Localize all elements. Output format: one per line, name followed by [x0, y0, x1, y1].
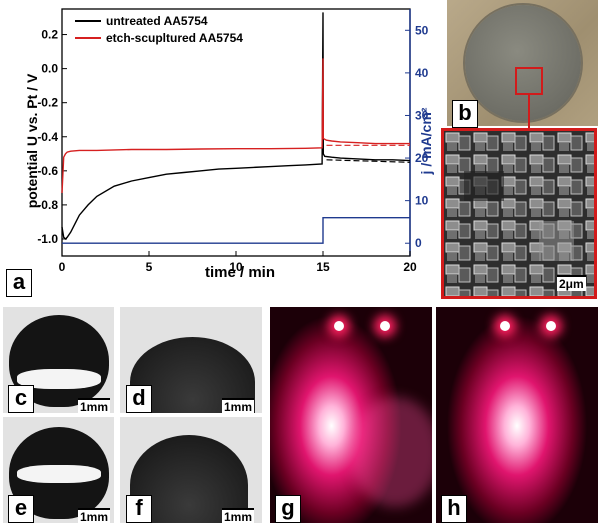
zoom-connector-line	[528, 93, 530, 131]
potential-chart: 0 5 10 15 200.20.0-0.2-0.4-0.6-0.8-1.0 010203…	[37, 8, 429, 274]
y-right-tick-label-0: 0	[415, 236, 422, 250]
legend-swatch-untreated	[75, 19, 101, 22]
zoom-region-marker	[515, 67, 543, 95]
y-left-tick-label-3: -0.4	[37, 130, 58, 144]
x-tick-label-1: 5	[146, 260, 153, 274]
x-axis-label: time / min	[205, 264, 276, 281]
series-line-1	[61, 58, 410, 194]
panel-label-e: e	[8, 495, 34, 523]
laser-panel-h	[436, 307, 598, 523]
laser-g-source-1	[334, 321, 344, 331]
scalebar-f: 1mm	[222, 508, 255, 524]
y-right-tick-label-4: 40	[415, 66, 429, 80]
chart-legend: untreated AA5754 etch-scupltured AA5754	[75, 12, 243, 46]
y-right-tick-label-3: 30	[415, 108, 429, 122]
droplet-panel-c	[3, 307, 114, 413]
sem-scalebar: 2μm	[557, 275, 586, 291]
legend-label-untreated: untreated AA5754	[106, 13, 208, 28]
sample-photo	[447, 0, 598, 126]
y-right-tick-label-5: 50	[415, 23, 429, 37]
panel-label-f: f	[126, 495, 152, 523]
panel-label-b: b	[452, 100, 478, 128]
y-left-tick-label-2: -0.2	[37, 96, 58, 110]
legend-label-etched: etch-scupltured AA5754	[106, 30, 243, 45]
y-axis-label-left: potential U vs. Pt / V	[24, 73, 40, 209]
plot-frame	[61, 8, 411, 257]
laser-h-source-1	[500, 321, 510, 331]
dashed-extrapolation-0	[326, 159, 411, 163]
laser-h-source-2	[546, 321, 556, 331]
scalebar-c: 1mm	[78, 398, 111, 414]
y-left-tick-label-1: 0.0	[41, 62, 58, 76]
droplet-c-highlight	[17, 369, 101, 389]
y-left-tick-label-4: -0.6	[37, 164, 58, 178]
x-tick-label-4: 20	[403, 260, 417, 274]
series-line-0	[61, 12, 411, 240]
scalebar-d: 1mm	[222, 398, 255, 414]
droplet-panel-d	[120, 307, 262, 413]
laser-g-source-2	[380, 321, 390, 331]
sem-image-frame: 2μm	[441, 128, 597, 299]
scalebar-e: 1mm	[78, 508, 111, 524]
y-right-tick-label-2: 20	[415, 151, 429, 165]
series-line-2	[62, 216, 410, 244]
laser-g-glow-2	[350, 397, 432, 507]
panel-label-c: c	[8, 385, 34, 413]
laser-panel-g	[270, 307, 432, 523]
y-left-tick-label-0: 0.2	[41, 28, 58, 42]
y-axis-label-right: j / mA/cm²	[418, 107, 434, 175]
y-left-tick-label-6: -1.0	[37, 232, 58, 246]
panel-label-d: d	[126, 385, 152, 413]
legend-swatch-etched	[75, 36, 101, 39]
x-tick-label-0: 0	[59, 260, 66, 274]
panel-label-h: h	[441, 495, 467, 523]
x-tick-label-2: 10	[229, 260, 243, 274]
panel-label-g: g	[275, 495, 301, 523]
sample-disc	[465, 5, 581, 121]
sem-texture	[444, 131, 594, 296]
y-left-tick-label-5: -0.8	[37, 198, 58, 212]
y-right-tick-label-1: 10	[415, 194, 429, 208]
panel-label-a: a	[6, 269, 32, 297]
x-tick-label-3: 15	[316, 260, 330, 274]
droplet-e-highlight	[17, 465, 101, 483]
